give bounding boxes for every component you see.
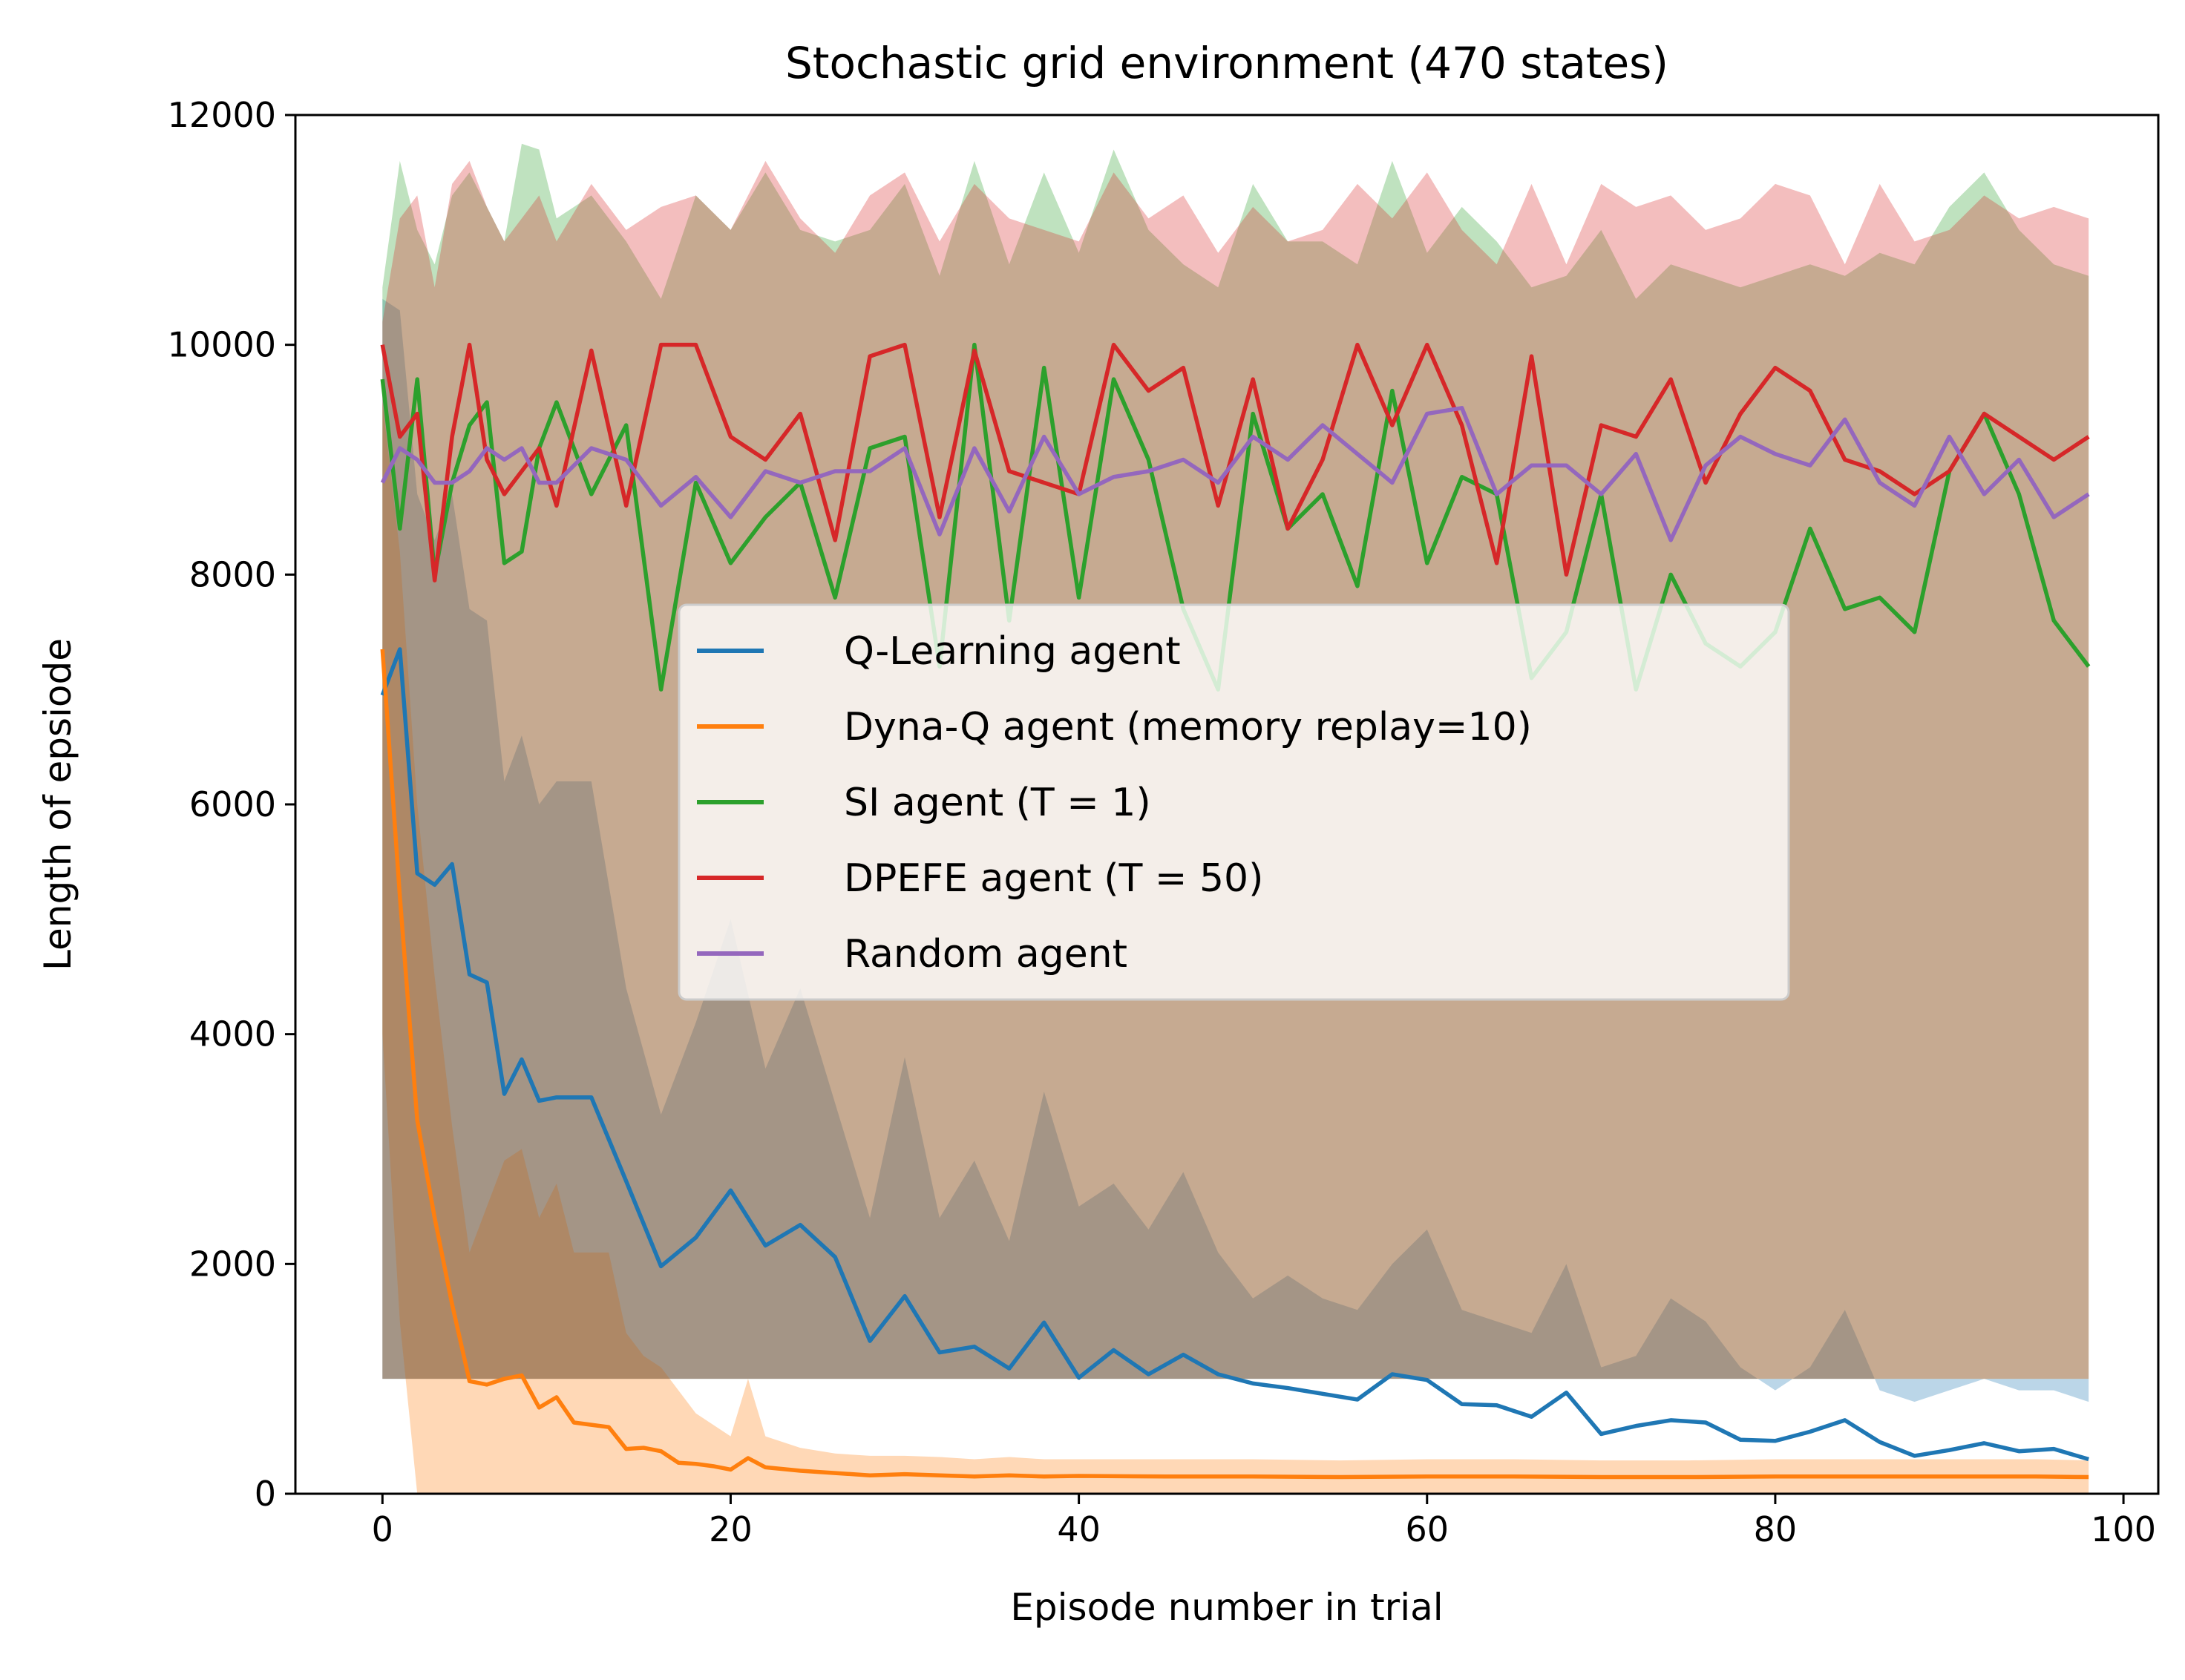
y-tick-label: 8000 xyxy=(189,554,276,594)
legend-label: Dyna-Q agent (memory replay=10) xyxy=(844,705,1532,749)
y-axis: 0 2000 4000 6000 8000 10000 12000 xyxy=(168,95,295,1514)
y-tick-label: 2000 xyxy=(189,1244,276,1284)
line-random xyxy=(380,406,2090,542)
legend-label: DPEFE agent (T = 50) xyxy=(844,856,1263,901)
band-dyna_q xyxy=(382,402,2089,1494)
legend: Q-Learning agent Dyna-Q agent (memory rep… xyxy=(678,603,1790,1001)
band-q_learning xyxy=(382,298,2089,1402)
legend-label: SI agent (T = 1) xyxy=(844,781,1151,825)
y-tick-label: 12000 xyxy=(168,95,276,135)
y-tick-label: 4000 xyxy=(189,1014,276,1054)
x-tick-label: 80 xyxy=(1754,1509,1798,1549)
legend-label: Random agent xyxy=(844,932,1127,977)
y-tick-label: 0 xyxy=(255,1474,276,1514)
x-tick-label: 60 xyxy=(1405,1509,1449,1549)
line-dyna_q xyxy=(380,649,2089,1480)
legend-label: Q-Learning agent xyxy=(844,629,1181,674)
legend-box xyxy=(678,603,1790,1001)
x-tick-label: 100 xyxy=(2091,1509,2156,1549)
line-q_learning xyxy=(380,647,2089,1462)
x-axis-label: Episode number in trial xyxy=(1010,1586,1443,1629)
y-tick-label: 10000 xyxy=(168,325,276,365)
x-tick-label: 20 xyxy=(709,1509,753,1549)
x-axis: 0 20 40 60 80 100 xyxy=(372,1494,2156,1549)
chart-title: Stochastic grid environment (470 states) xyxy=(785,38,1668,88)
y-axis-label: Length of epsiode xyxy=(36,638,79,971)
x-tick-label: 40 xyxy=(1057,1509,1101,1549)
y-tick-label: 6000 xyxy=(189,784,276,824)
x-tick-label: 0 xyxy=(372,1509,393,1549)
line-dpefe xyxy=(380,342,2090,583)
